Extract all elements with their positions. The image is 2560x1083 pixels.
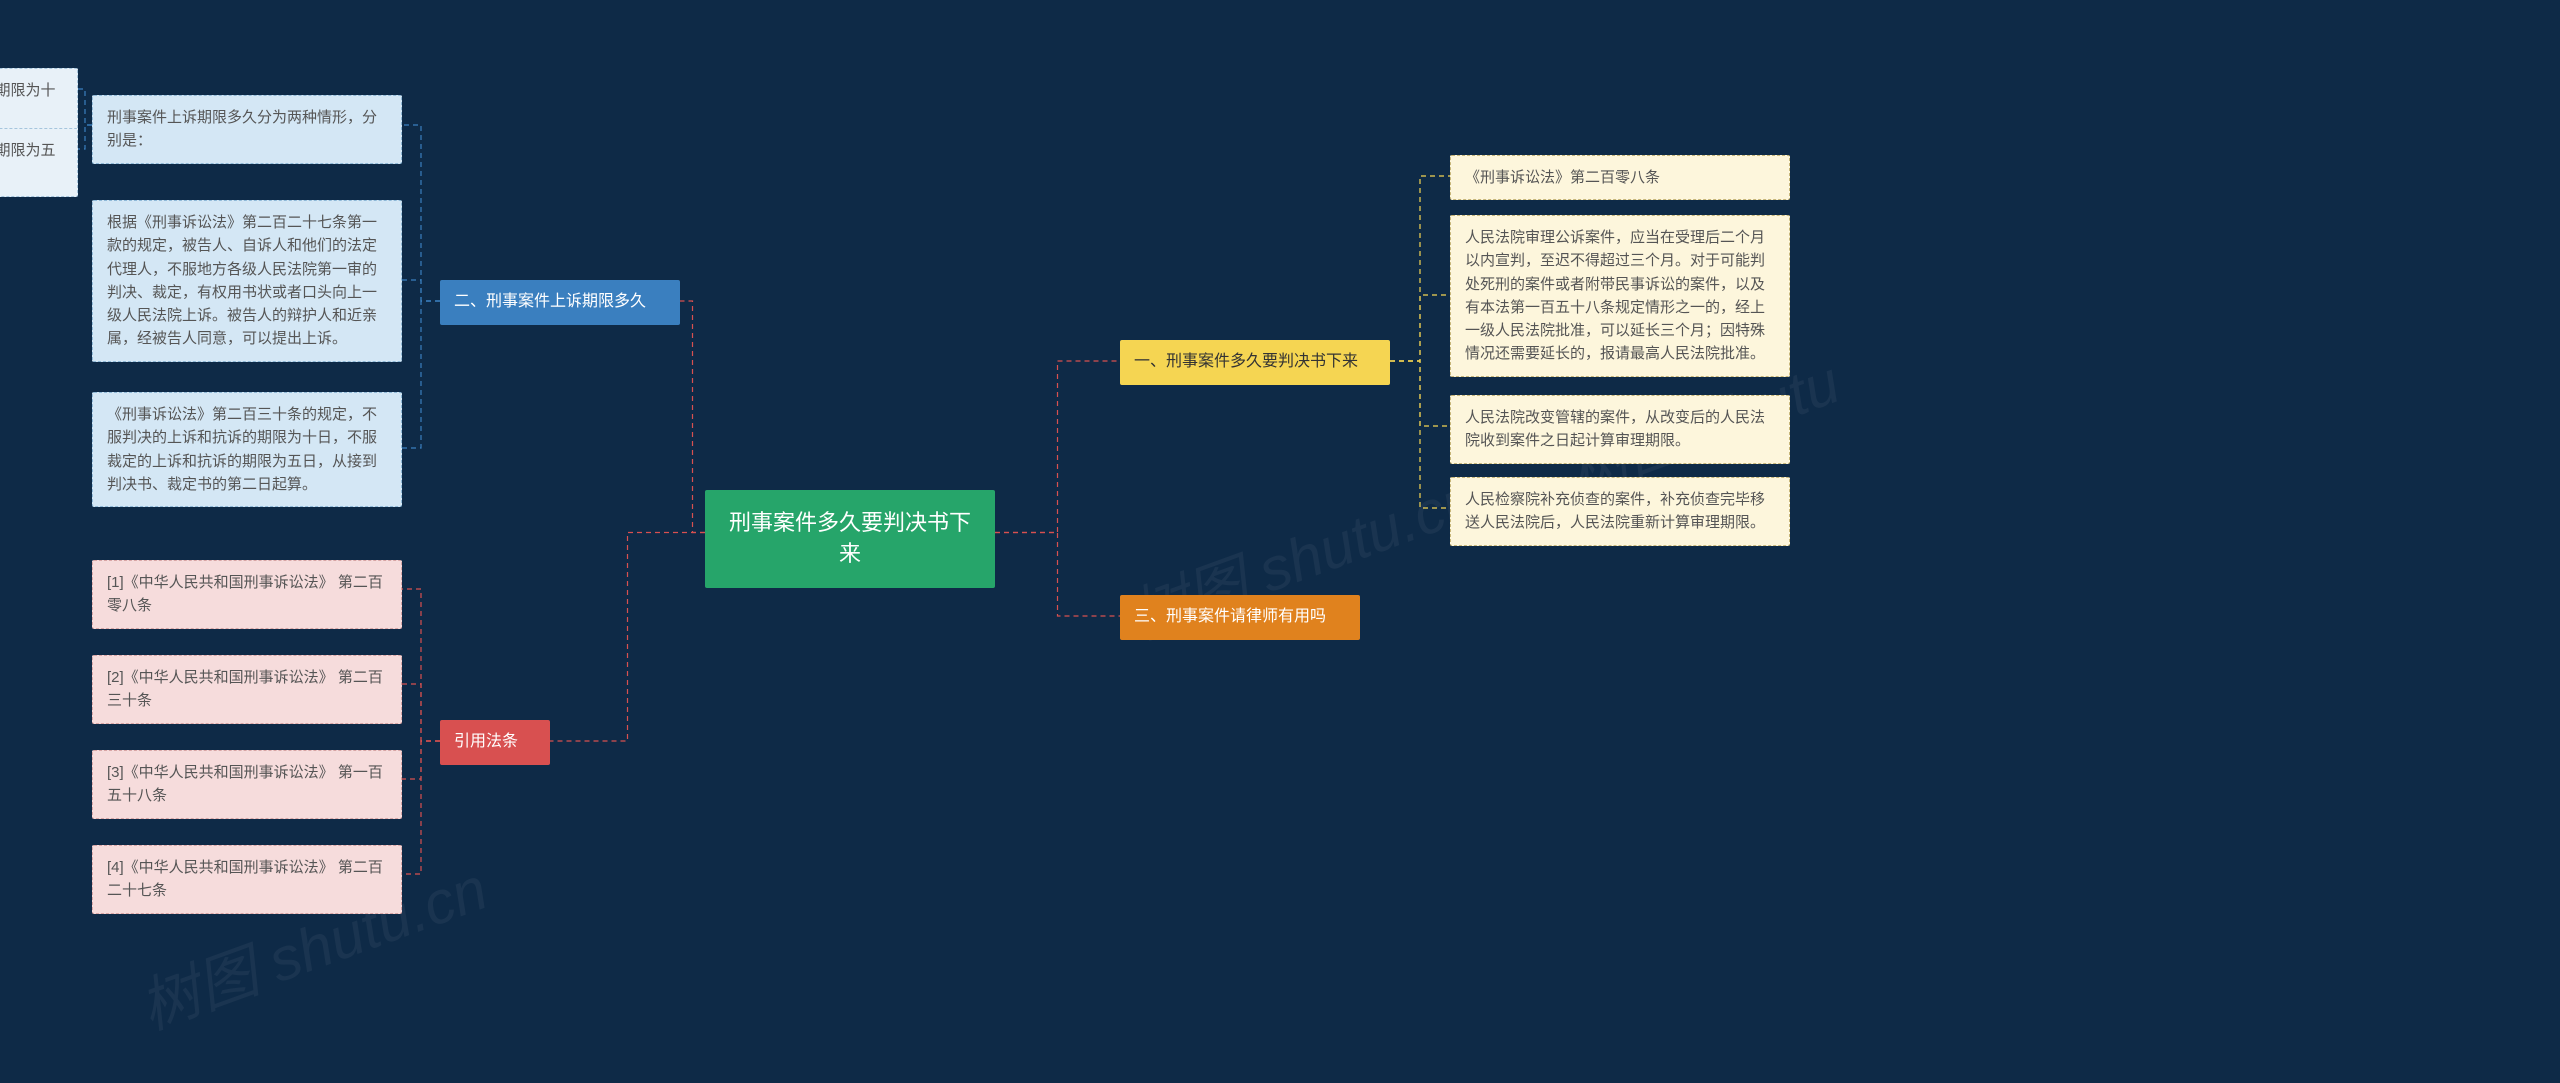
mindmap-node: [4]《中华人民共和国刑事诉讼法》 第二百二十七条 [92, 845, 402, 914]
node-label: 2.对于裁定不服的，上诉期限为五日。 [0, 142, 56, 182]
node-label: 三、刑事案件请律师有用吗 [1134, 608, 1326, 625]
node-label: 引用法条 [454, 733, 518, 750]
node-label: [2]《中华人民共和国刑事诉讼法》 第二百三十条 [107, 669, 383, 709]
mindmap-node: [3]《中华人民共和国刑事诉讼法》 第一百五十八条 [92, 750, 402, 819]
node-label: 人民检察院补充侦查的案件，补充侦查完毕移送人民法院后，人民法院重新计算审理期限。 [1465, 491, 1765, 531]
node-label: 《刑事诉讼法》第二百零八条 [1465, 169, 1660, 186]
mindmap-node: 人民法院改变管辖的案件，从改变后的人民法院收到案件之日起计算审理期限。 [1450, 395, 1790, 464]
mindmap-node: [2]《中华人民共和国刑事诉讼法》 第二百三十条 [92, 655, 402, 724]
node-label: 一、刑事案件多久要判决书下来 [1134, 353, 1358, 370]
mindmap-node: 《刑事诉讼法》第二百三十条的规定，不服判决的上诉和抗诉的期限为十日，不服裁定的上… [92, 392, 402, 507]
root-node: 刑事案件多久要判决书下来 [705, 490, 995, 588]
mindmap-node: 《刑事诉讼法》第二百零八条 [1450, 155, 1790, 200]
node-label: 1.对于判决不服的，上诉期限为十日； [0, 82, 56, 122]
root-label: 刑事案件多久要判决书下来 [729, 510, 971, 566]
mindmap-node: 1.对于判决不服的，上诉期限为十日； [0, 68, 78, 137]
node-label: 人民法院改变管辖的案件，从改变后的人民法院收到案件之日起计算审理期限。 [1465, 409, 1765, 449]
mindmap-node: 刑事案件上诉期限多久分为两种情形，分别是： [92, 95, 402, 164]
mindmap-node: 一、刑事案件多久要判决书下来 [1120, 340, 1390, 385]
mindmap-node: 人民法院审理公诉案件，应当在受理后二个月以内宣判，至迟不得超过三个月。对于可能判… [1450, 215, 1790, 377]
node-label: [3]《中华人民共和国刑事诉讼法》 第一百五十八条 [107, 764, 383, 804]
mindmap-node: 2.对于裁定不服的，上诉期限为五日。 [0, 128, 78, 197]
node-label: 人民法院审理公诉案件，应当在受理后二个月以内宣判，至迟不得超过三个月。对于可能判… [1465, 229, 1765, 362]
node-label: 根据《刑事诉讼法》第二百二十七条第一款的规定，被告人、自诉人和他们的法定代理人，… [107, 214, 377, 347]
mindmap-node: 引用法条 [440, 720, 550, 765]
mindmap-node: 三、刑事案件请律师有用吗 [1120, 595, 1360, 640]
node-label: 二、刑事案件上诉期限多久 [454, 293, 646, 310]
mindmap-node: [1]《中华人民共和国刑事诉讼法》 第二百零八条 [92, 560, 402, 629]
node-label: 刑事案件上诉期限多久分为两种情形，分别是： [107, 109, 377, 149]
node-label: 《刑事诉讼法》第二百三十条的规定，不服判决的上诉和抗诉的期限为十日，不服裁定的上… [107, 406, 377, 493]
mindmap-node: 二、刑事案件上诉期限多久 [440, 280, 680, 325]
node-label: [4]《中华人民共和国刑事诉讼法》 第二百二十七条 [107, 859, 383, 899]
node-label: [1]《中华人民共和国刑事诉讼法》 第二百零八条 [107, 574, 383, 614]
mindmap-node: 人民检察院补充侦查的案件，补充侦查完毕移送人民法院后，人民法院重新计算审理期限。 [1450, 477, 1790, 546]
mindmap-node: 根据《刑事诉讼法》第二百二十七条第一款的规定，被告人、自诉人和他们的法定代理人，… [92, 200, 402, 362]
